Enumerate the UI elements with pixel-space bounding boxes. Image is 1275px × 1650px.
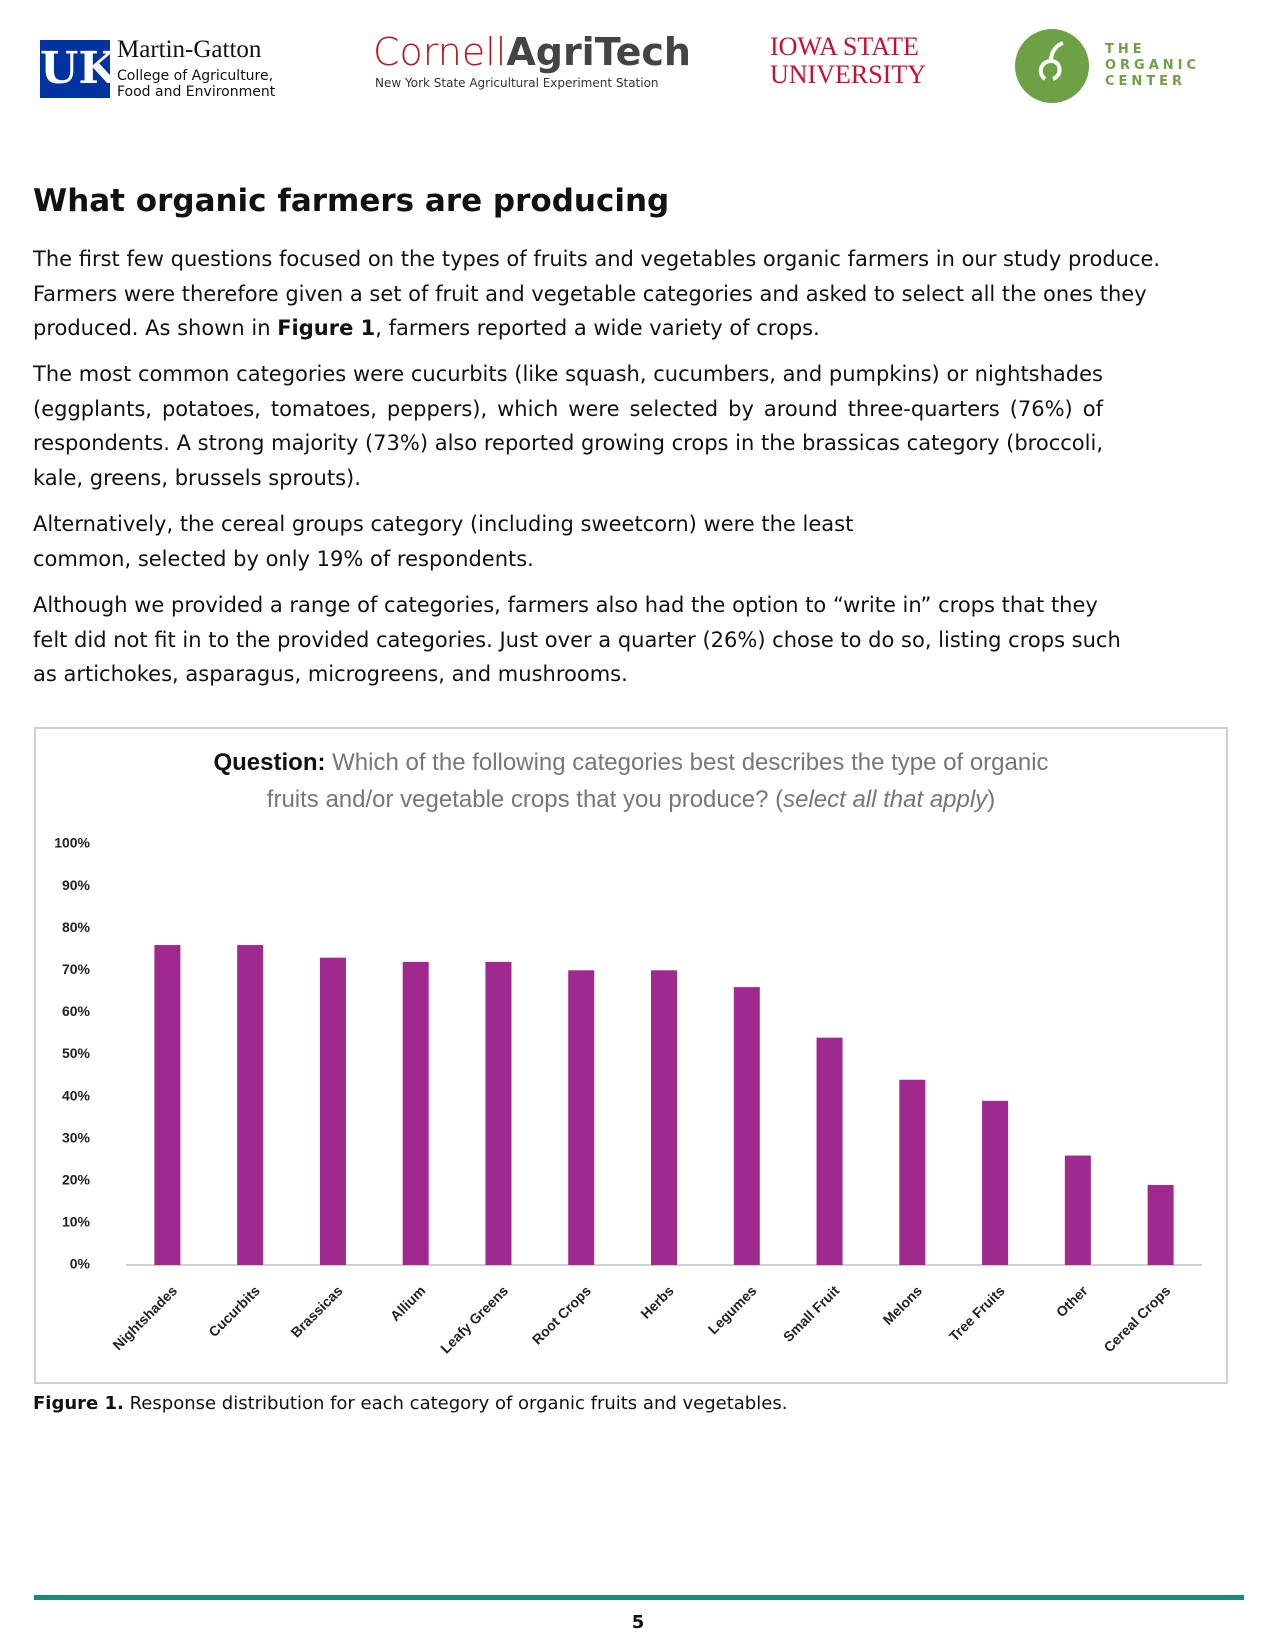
iowa-line: University xyxy=(770,60,926,89)
paragraph: The first few questions focused on the t… xyxy=(33,242,1193,346)
figure-ref: Figure 1 xyxy=(277,316,376,340)
y-tick-label: 70% xyxy=(62,961,91,977)
bar xyxy=(899,1079,926,1265)
bar xyxy=(1147,1185,1174,1265)
y-tick-label: 10% xyxy=(62,1214,91,1230)
title-italic: select all that apply xyxy=(783,786,989,813)
y-tick-label: 30% xyxy=(62,1129,91,1145)
organic-line: THE xyxy=(1105,42,1146,57)
y-tick-label: 20% xyxy=(62,1172,91,1188)
bar xyxy=(154,945,181,1265)
caption-text: Response distribution for each category … xyxy=(123,1393,788,1414)
organic-line: ORGANIC xyxy=(1105,58,1201,73)
caption-label: Figure 1. xyxy=(33,1393,124,1414)
uk-name: Martin-Gatton xyxy=(117,36,262,63)
cornell-name: Cornell xyxy=(373,30,507,74)
y-tick-label: 50% xyxy=(62,1045,91,1061)
bar xyxy=(237,945,264,1265)
bar xyxy=(982,1100,1009,1265)
footer-rule xyxy=(34,1595,1244,1600)
title-text: fruits and/or vegetable crops that you p… xyxy=(267,786,783,813)
text: , farmers reported a wide variety of cro… xyxy=(375,316,820,340)
y-tick-label: 100% xyxy=(54,835,90,851)
uk-college-line: Food and Environment xyxy=(117,84,276,100)
agritech-name: AgriTech xyxy=(506,30,691,74)
page-number: 5 xyxy=(631,1612,645,1633)
bar xyxy=(733,987,760,1265)
paragraph: The most common categories were cucurbit… xyxy=(33,362,1103,490)
organic-text: THE ORGANIC CENTER xyxy=(1105,42,1200,90)
organic-line: CENTER xyxy=(1105,74,1187,89)
bar xyxy=(319,957,346,1265)
title-text: Which of the following categories best d… xyxy=(332,749,1048,776)
iowa-line: Iowa State xyxy=(770,32,919,61)
bar xyxy=(1064,1155,1091,1265)
bar xyxy=(568,970,595,1265)
uk-logo: UK xyxy=(40,40,117,98)
iowa-logo: Iowa State University xyxy=(770,33,926,89)
caption: Figure 1. Response distribution for each… xyxy=(33,1393,787,1414)
bar xyxy=(485,961,512,1265)
y-tick-label: 40% xyxy=(62,1087,91,1103)
uk-college-line: College of Agriculture, xyxy=(117,68,274,84)
bar xyxy=(651,970,677,1265)
chart-frame xyxy=(34,727,1228,1384)
y-tick-label: 0% xyxy=(70,1256,91,1272)
y-tick-label: 90% xyxy=(62,877,91,893)
paragraph: Alternatively, the cereal groups categor… xyxy=(33,512,854,571)
uk-college: College of Agriculture, Food and Environ… xyxy=(117,68,275,100)
heading: What organic farmers are producing xyxy=(33,183,670,219)
paragraph: Although we provided a range of categori… xyxy=(33,593,1121,686)
icon-circle xyxy=(1015,29,1089,103)
organic-center-icon xyxy=(1015,29,1089,103)
chart-title: Question: Which of the following categor… xyxy=(213,749,1048,776)
cornell-sub: New York State Agricultural Experiment S… xyxy=(375,76,659,90)
text: The first few questions focused on the t… xyxy=(33,247,1161,340)
y-tick-label: 80% xyxy=(62,919,91,935)
icon-swirl xyxy=(1038,41,1064,81)
bar xyxy=(816,1037,843,1265)
bar xyxy=(402,961,429,1265)
y-tick-label: 60% xyxy=(62,1003,91,1019)
chart-title: fruits and/or vegetable crops that you p… xyxy=(267,786,995,813)
title-text: ) xyxy=(987,786,995,813)
title-label: Question: xyxy=(213,749,325,776)
cornell-logo: CornellAgriTech xyxy=(373,30,691,74)
chart: Question: Which of the following categor… xyxy=(34,727,1228,1384)
